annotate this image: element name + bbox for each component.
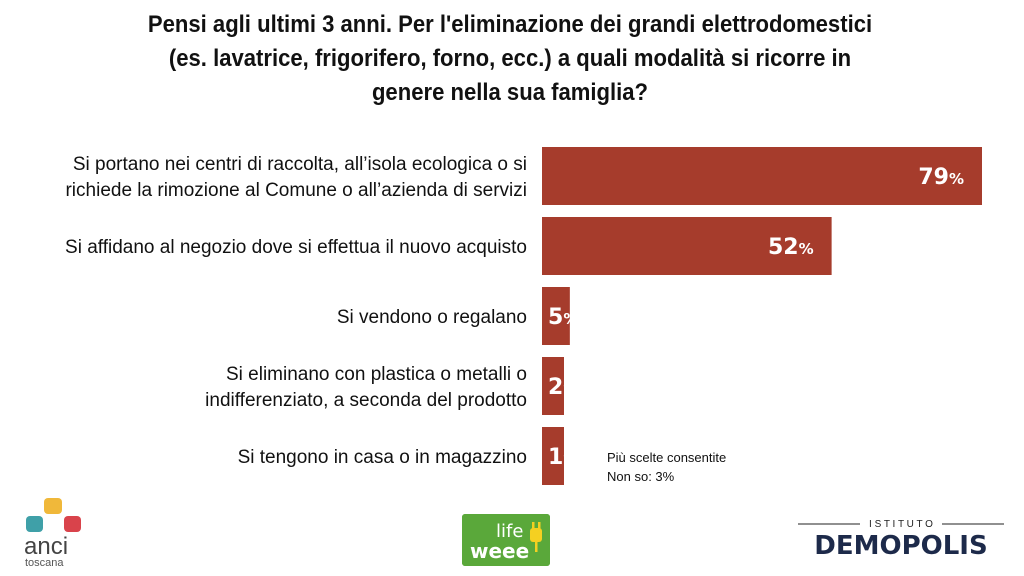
bar-chart: 79% Si portano nei centri di raccolta, al…: [65, 147, 982, 485]
chart-notes: Più scelte consentite Non so: 3%: [607, 448, 726, 486]
bar-value-label-4: 1%: [548, 445, 578, 470]
bar-value-label-2: 5%: [548, 305, 578, 330]
anci-toscana-logo: anci toscana: [24, 498, 81, 569]
life-weee-logo: life weee: [462, 514, 550, 566]
chart-title: Pensi agli ultimi 3 anni. Per l'eliminaz…: [147, 11, 873, 106]
bar-2: [542, 287, 570, 345]
plug-icon: [530, 528, 542, 542]
bar-value-label-1: 52%: [768, 235, 814, 260]
note-multiple-choice: Più scelte consentite: [607, 450, 727, 465]
category-label-3: Si eliminano con plastica o metalli o ind…: [205, 364, 527, 411]
demopolis-logo-text: DEMOPOLIS: [814, 531, 987, 560]
bar-0: [542, 147, 982, 205]
bar-3: [542, 357, 564, 415]
life-logo-text-bottom: weee: [470, 539, 529, 563]
bar-4: [542, 427, 564, 485]
category-label-0: Si portano nei centri di raccolta, all’i…: [65, 154, 527, 201]
category-label-1: Si affidano al negozio dove si effettua …: [65, 237, 527, 258]
life-logo-text-top: life: [496, 521, 523, 542]
note-dont-know: Non so: 3%: [607, 469, 675, 484]
bar-value-label-0: 79%: [918, 165, 964, 190]
demopolis-logo-subtitle: I S T I T U T O: [869, 519, 933, 530]
demopolis-logo: I S T I T U T O DEMOPOLIS: [798, 519, 1004, 560]
category-label-2: Si vendono o regalano: [337, 307, 527, 328]
bar-1: [542, 217, 832, 275]
anci-logo-text: anci: [24, 533, 68, 560]
category-label-4: Si tengono in casa o in magazzino: [238, 447, 527, 468]
anci-logo-subtext: toscana: [25, 557, 64, 569]
bar-value-label-3: 2%: [548, 375, 578, 400]
